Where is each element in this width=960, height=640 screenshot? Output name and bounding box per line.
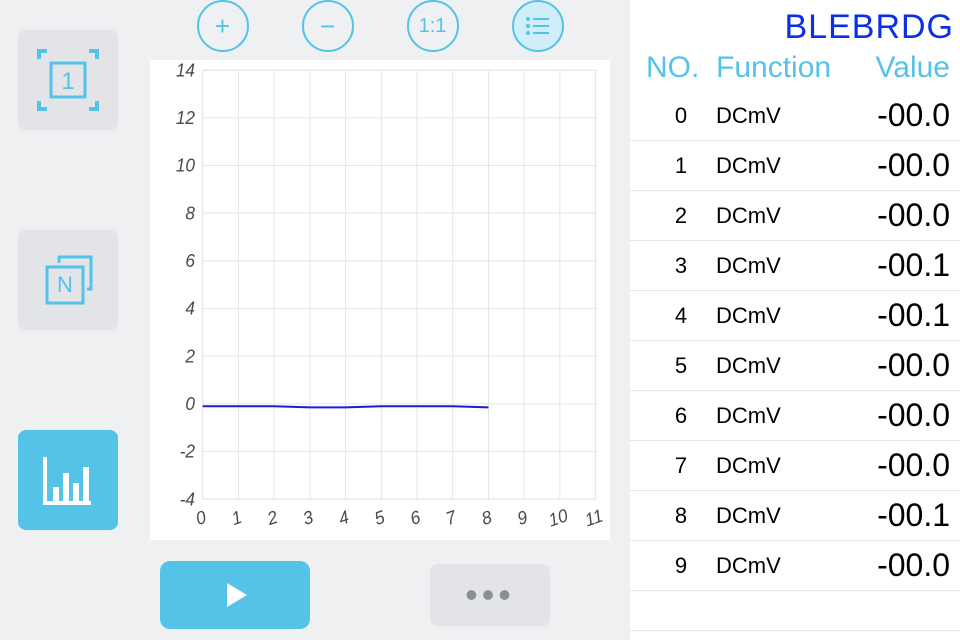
svg-text:4: 4 [336,506,351,529]
bar-chart-icon [33,445,103,515]
svg-text:7: 7 [443,506,459,529]
minus-icon: − [320,11,335,42]
svg-text:14: 14 [176,60,195,80]
cell-function: DCmV [716,503,856,529]
center-panel: + − 1:1 -4-20246810121401234567891011 [140,0,630,640]
svg-text:4: 4 [185,298,195,319]
tool-preset-n[interactable]: N [18,230,118,330]
plus-icon: + [215,11,230,42]
svg-text:0: 0 [193,506,208,529]
cell-value: -00.0 [856,197,950,234]
cell-function: DCmV [716,203,856,229]
cell-function: DCmV [716,553,856,579]
svg-text:2: 2 [184,346,195,367]
cell-function: DCmV [716,103,856,129]
top-controls: + − 1:1 [140,0,620,60]
svg-text:5: 5 [372,506,387,529]
svg-text:3: 3 [301,506,316,529]
data-panel: BLEBRDG NO. Function Value 0DCmV-00.01DC… [630,0,960,640]
svg-text:1: 1 [229,506,244,529]
zoom-in-button[interactable]: + [197,0,249,52]
cell-function: DCmV [716,453,856,479]
app-root: 1 N + − 1:1 [0,0,960,640]
cell-no: 8 [646,503,716,529]
svg-text:-2: -2 [180,441,195,462]
table-row[interactable]: 4DCmV-00.1 [630,291,960,341]
svg-text:1: 1 [61,68,74,95]
svg-text:-4: -4 [180,489,195,510]
table-row[interactable]: 7DCmV-00.0 [630,441,960,491]
scale-label: 1:1 [419,15,447,38]
cell-value: -00.0 [856,97,950,134]
list-icon [525,16,551,36]
play-button[interactable] [160,561,310,629]
more-icon: ••• [465,574,515,616]
svg-text:6: 6 [185,250,195,271]
table-row[interactable]: 5DCmV-00.0 [630,341,960,391]
table-row[interactable]: 9DCmV-00.0 [630,541,960,591]
cell-no: 2 [646,203,716,229]
cell-value: -00.0 [856,147,950,184]
svg-text:8: 8 [185,203,195,224]
svg-text:8: 8 [479,506,494,529]
chart-area: -4-20246810121401234567891011 [150,60,610,540]
svg-text:11: 11 [582,505,605,531]
cell-value: -00.0 [856,347,950,384]
cell-no: 7 [646,453,716,479]
cell-no: 9 [646,553,716,579]
cell-no: 4 [646,303,716,329]
device-title: BLEBRDG [630,0,960,47]
more-button[interactable]: ••• [430,564,550,626]
play-icon [217,577,253,613]
svg-text:9: 9 [515,506,530,529]
cell-function: DCmV [716,253,856,279]
cell-function: DCmV [716,153,856,179]
zoom-out-button[interactable]: − [302,0,354,52]
svg-text:N: N [57,272,73,297]
left-toolbar: 1 N [0,0,140,640]
cell-value: -00.1 [856,297,950,334]
svg-text:2: 2 [264,506,280,529]
header-value: Value [856,51,950,85]
header-no: NO. [646,51,716,85]
cell-no: 1 [646,153,716,179]
cell-no: 0 [646,103,716,129]
table-row[interactable]: 1DCmV-00.0 [630,141,960,191]
preset-n-icon: N [33,245,103,315]
svg-text:0: 0 [185,393,195,414]
tool-chart[interactable] [18,430,118,530]
cell-function: DCmV [716,353,856,379]
bottom-controls: ••• [140,550,620,640]
tool-preset-1[interactable]: 1 [18,30,118,130]
table-header: NO. Function Value [630,47,960,91]
table-row[interactable]: 8DCmV-00.1 [630,491,960,541]
table-body: 0DCmV-00.01DCmV-00.02DCmV-00.03DCmV-00.1… [630,91,960,640]
svg-text:12: 12 [176,107,195,128]
line-chart: -4-20246810121401234567891011 [150,60,610,540]
table-row [630,591,960,631]
cell-value: -00.0 [856,447,950,484]
table-row[interactable]: 0DCmV-00.0 [630,91,960,141]
table-row[interactable]: 3DCmV-00.1 [630,241,960,291]
svg-text:10: 10 [546,505,570,531]
svg-text:6: 6 [408,506,423,529]
cell-function: DCmV [716,303,856,329]
cell-no: 5 [646,353,716,379]
cell-no: 6 [646,403,716,429]
cell-value: -00.1 [856,247,950,284]
cell-value: -00.0 [856,547,950,584]
cell-value: -00.0 [856,397,950,434]
header-function: Function [716,51,856,85]
preset-1-icon: 1 [33,45,103,115]
cell-value: -00.1 [856,497,950,534]
table-row[interactable]: 6DCmV-00.0 [630,391,960,441]
cell-no: 3 [646,253,716,279]
svg-text:10: 10 [176,155,195,176]
table-row[interactable]: 2DCmV-00.0 [630,191,960,241]
list-toggle-button[interactable] [512,0,564,52]
reset-scale-button[interactable]: 1:1 [407,0,459,52]
cell-function: DCmV [716,403,856,429]
